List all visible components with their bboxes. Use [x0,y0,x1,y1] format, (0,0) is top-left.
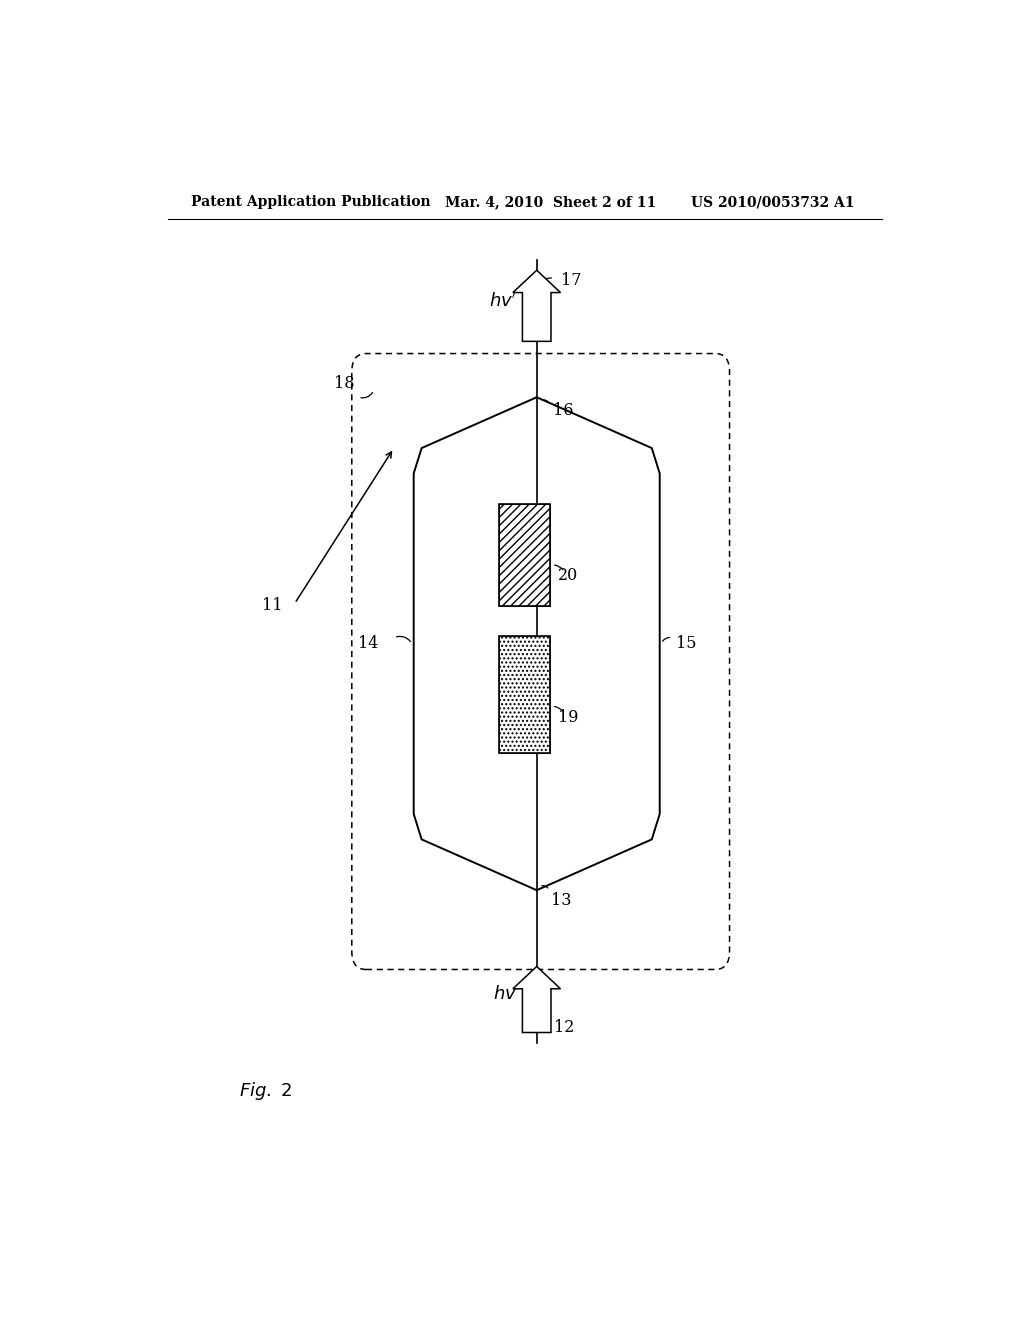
Text: 13: 13 [551,892,571,909]
Bar [499,636,550,752]
Text: 14: 14 [357,635,378,652]
Text: 20: 20 [558,566,579,583]
Text: 15: 15 [676,635,696,652]
Text: Patent Application Publication: Patent Application Publication [191,195,431,209]
FancyArrow shape [513,966,560,1032]
Bar [499,504,550,606]
Text: Mar. 4, 2010  Sheet 2 of 11: Mar. 4, 2010 Sheet 2 of 11 [445,195,656,209]
Text: 17: 17 [560,272,581,289]
Bar [499,636,550,752]
Text: 18: 18 [334,375,354,392]
Text: US 2010/0053732 A1: US 2010/0053732 A1 [691,195,855,209]
Text: 16: 16 [553,403,573,420]
Bar [499,504,550,606]
Text: $\it{Fig.\ 2}$: $\it{Fig.\ 2}$ [240,1081,293,1102]
FancyArrow shape [513,271,560,342]
Text: $hv'$: $hv'$ [488,292,517,310]
Text: 19: 19 [558,709,579,726]
Text: 11: 11 [262,597,283,614]
Text: $hv$: $hv$ [493,986,517,1003]
Text: 12: 12 [554,1019,574,1036]
